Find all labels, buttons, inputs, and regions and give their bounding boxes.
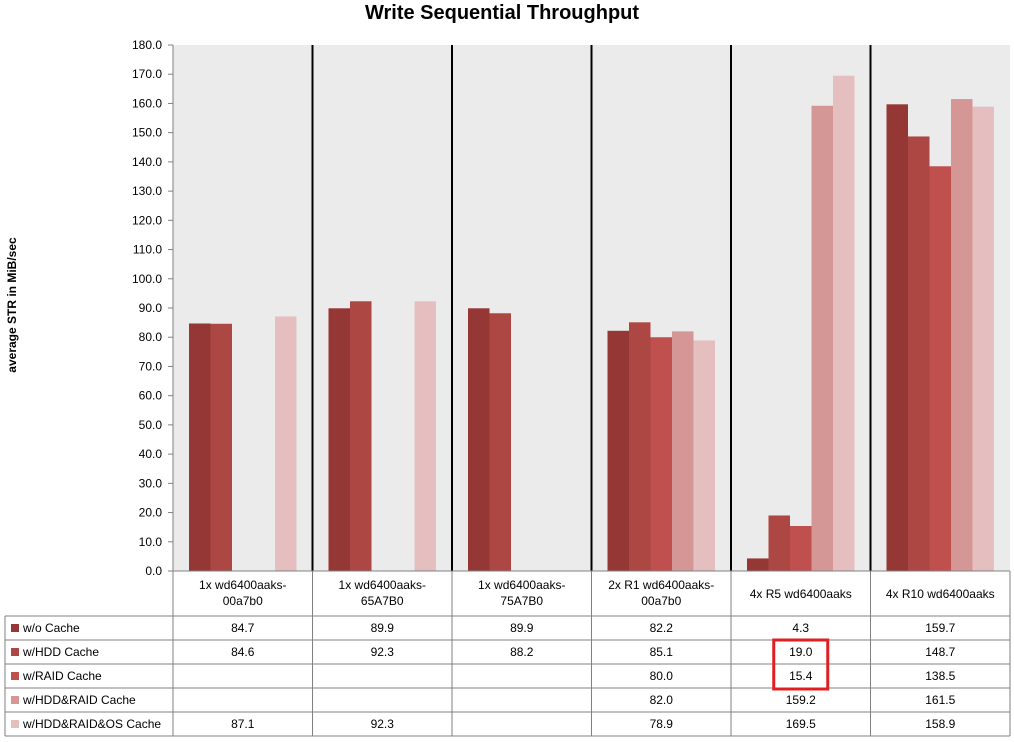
y-tick-label: 180.0 [132, 38, 162, 52]
bar [350, 301, 372, 571]
plot-area: 0.0 10.0 20.0 30.0 40.0 50.0 60.0 70.0 80.0 90.0 1… [132, 38, 1010, 616]
y-tick-label: 160.0 [132, 96, 162, 110]
bar [489, 313, 511, 571]
bar [768, 515, 790, 571]
highlight-box [772, 638, 830, 691]
y-tick-label: 40.0 [139, 447, 163, 461]
legend-swatch [11, 672, 19, 680]
bar [951, 99, 973, 572]
bar [414, 301, 436, 571]
bar [607, 330, 629, 571]
y-tick-label: 90.0 [139, 301, 163, 315]
bar [833, 75, 855, 571]
x-tick-label: 1x wd6400aaks- [478, 578, 565, 592]
y-tick-label: 100.0 [132, 272, 162, 286]
x-tick-label: 75A7B0 [500, 594, 543, 608]
bar [693, 340, 715, 571]
y-tick-label: 60.0 [139, 389, 163, 403]
data-label: 4.3 [792, 621, 809, 635]
y-tick-label: 70.0 [139, 359, 163, 373]
x-tick-label: 1x wd6400aaks- [339, 578, 426, 592]
x-tick-label: 2x R1 wd6400aaks- [608, 578, 714, 592]
data-label: 148.7 [925, 645, 955, 659]
data-label: 159.2 [786, 693, 816, 707]
x-tick-label: 00a7b0 [641, 594, 681, 608]
bar [972, 106, 994, 572]
bar [811, 105, 833, 571]
data-label: 78.9 [650, 717, 674, 731]
x-tick-label: 1x wd6400aaks- [199, 578, 286, 592]
legend-entry: w/o Cache [22, 621, 80, 635]
legend-swatch [11, 696, 19, 704]
x-tick-label: 00a7b0 [223, 594, 263, 608]
y-tick-label: 80.0 [139, 330, 163, 344]
data-label: 82.2 [650, 621, 674, 635]
bar [629, 322, 651, 571]
y-tick-label: 0.0 [145, 564, 162, 578]
y-tick-label: 150.0 [132, 126, 162, 140]
data-label: 169.5 [786, 717, 816, 731]
data-label: 84.6 [231, 645, 255, 659]
legend-swatch [11, 624, 19, 632]
data-label: 89.9 [371, 621, 395, 635]
data-label: 85.1 [650, 645, 674, 659]
data-label: 80.0 [650, 669, 674, 683]
y-tick-label: 30.0 [139, 476, 163, 490]
data-label: 19.0 [789, 645, 813, 659]
bar [468, 308, 490, 571]
bar [189, 323, 211, 571]
legend-entry: w/HDD&RAID Cache [22, 693, 136, 707]
data-table: 1x wd6400aaks- 00a7b0 1x wd6400aaks- 65A7B0… [4, 571, 1011, 737]
data-label: 82.0 [650, 693, 674, 707]
y-tick-label: 170.0 [132, 67, 162, 81]
bar [672, 331, 694, 571]
legend-swatch [11, 720, 19, 728]
y-tick-label: 140.0 [132, 155, 162, 169]
y-tick-label: 120.0 [132, 213, 162, 227]
data-label: 138.5 [925, 669, 955, 683]
bar [650, 337, 672, 571]
x-tick-label: 4x R5 wd6400aaks [750, 587, 852, 601]
legend-entry: w/RAID Cache [22, 669, 102, 683]
bar [908, 136, 930, 571]
legend-entry: w/HDD&RAID&OS Cache [22, 717, 161, 731]
data-label: 89.9 [510, 621, 534, 635]
data-label: 15.4 [789, 669, 813, 683]
y-tick-label: 130.0 [132, 184, 162, 198]
bar [886, 104, 908, 572]
bar [747, 558, 769, 571]
data-label: 158.9 [925, 717, 955, 731]
bar [275, 316, 297, 571]
bar [790, 525, 812, 571]
data-label: 159.7 [925, 621, 955, 635]
data-label: 87.1 [231, 717, 255, 731]
legend-swatch [11, 648, 19, 656]
data-label: 92.3 [371, 645, 395, 659]
y-tick-label: 10.0 [139, 535, 163, 549]
data-label: 88.2 [510, 645, 534, 659]
bar [328, 308, 350, 571]
data-label: 84.7 [231, 621, 255, 635]
chart-title: Write Sequential Throughput [364, 2, 640, 24]
legend-entry: w/HDD Cache [22, 645, 99, 659]
x-tick-label: 4x R10 wd6400aaks [886, 587, 995, 601]
x-tick-label: 65A7B0 [361, 594, 404, 608]
y-tick-label: 110.0 [133, 243, 162, 257]
bar [210, 323, 232, 571]
bar [929, 166, 951, 571]
y-tick-label: 20.0 [139, 506, 163, 520]
y-tick-label: 50.0 [139, 418, 163, 432]
data-label: 92.3 [371, 717, 395, 731]
data-label: 161.5 [925, 693, 955, 707]
